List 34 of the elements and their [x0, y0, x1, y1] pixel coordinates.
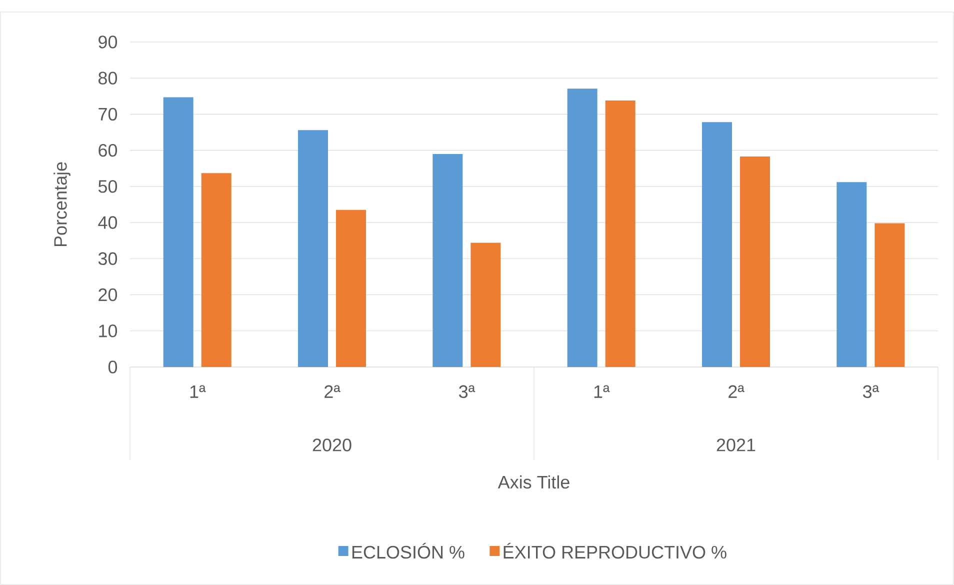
- bar: [836, 182, 867, 367]
- x-tick-label: 3ª: [863, 385, 880, 398]
- text: 2021: [716, 438, 756, 452]
- x-tick-label: 1ª: [190, 385, 206, 398]
- y-tick-label: 60: [98, 144, 118, 157]
- legend-label: ECLOSIÓN %: [352, 542, 464, 559]
- y-tick-label: 90: [98, 36, 118, 48]
- y-tick-label: 50: [98, 180, 118, 193]
- bar: [567, 88, 598, 367]
- y-tick-label: 40: [98, 216, 118, 229]
- bar: [702, 122, 732, 367]
- x-tick-label: 2ª: [728, 385, 744, 398]
- x-tick-label: 2ª: [324, 385, 340, 398]
- bar: [874, 223, 905, 367]
- bar: [201, 173, 232, 367]
- bar: [163, 97, 194, 367]
- legend-label: ÉXITO REPRODUCTIVO %: [504, 542, 726, 559]
- y-tick-label: 20: [98, 288, 118, 302]
- text: 2020: [312, 438, 352, 452]
- y-tick-label: 80: [98, 72, 118, 84]
- bar: [605, 100, 636, 367]
- x-tick-label: 3ª: [459, 385, 476, 398]
- y-tick-label: 10: [99, 324, 118, 338]
- x-axis-title: Axis Title: [498, 475, 570, 489]
- y-tick-label: 0: [108, 360, 118, 374]
- y-axis-title: Porcentaje: [54, 162, 70, 246]
- bar: [432, 154, 463, 367]
- bar: [740, 156, 770, 367]
- y-tick-label: 70: [98, 108, 118, 121]
- x-tick-label: 1ª: [594, 385, 610, 398]
- bar: [336, 210, 366, 367]
- bar: [298, 130, 328, 367]
- bar: [470, 242, 501, 367]
- y-tick-label: 30: [98, 252, 118, 266]
